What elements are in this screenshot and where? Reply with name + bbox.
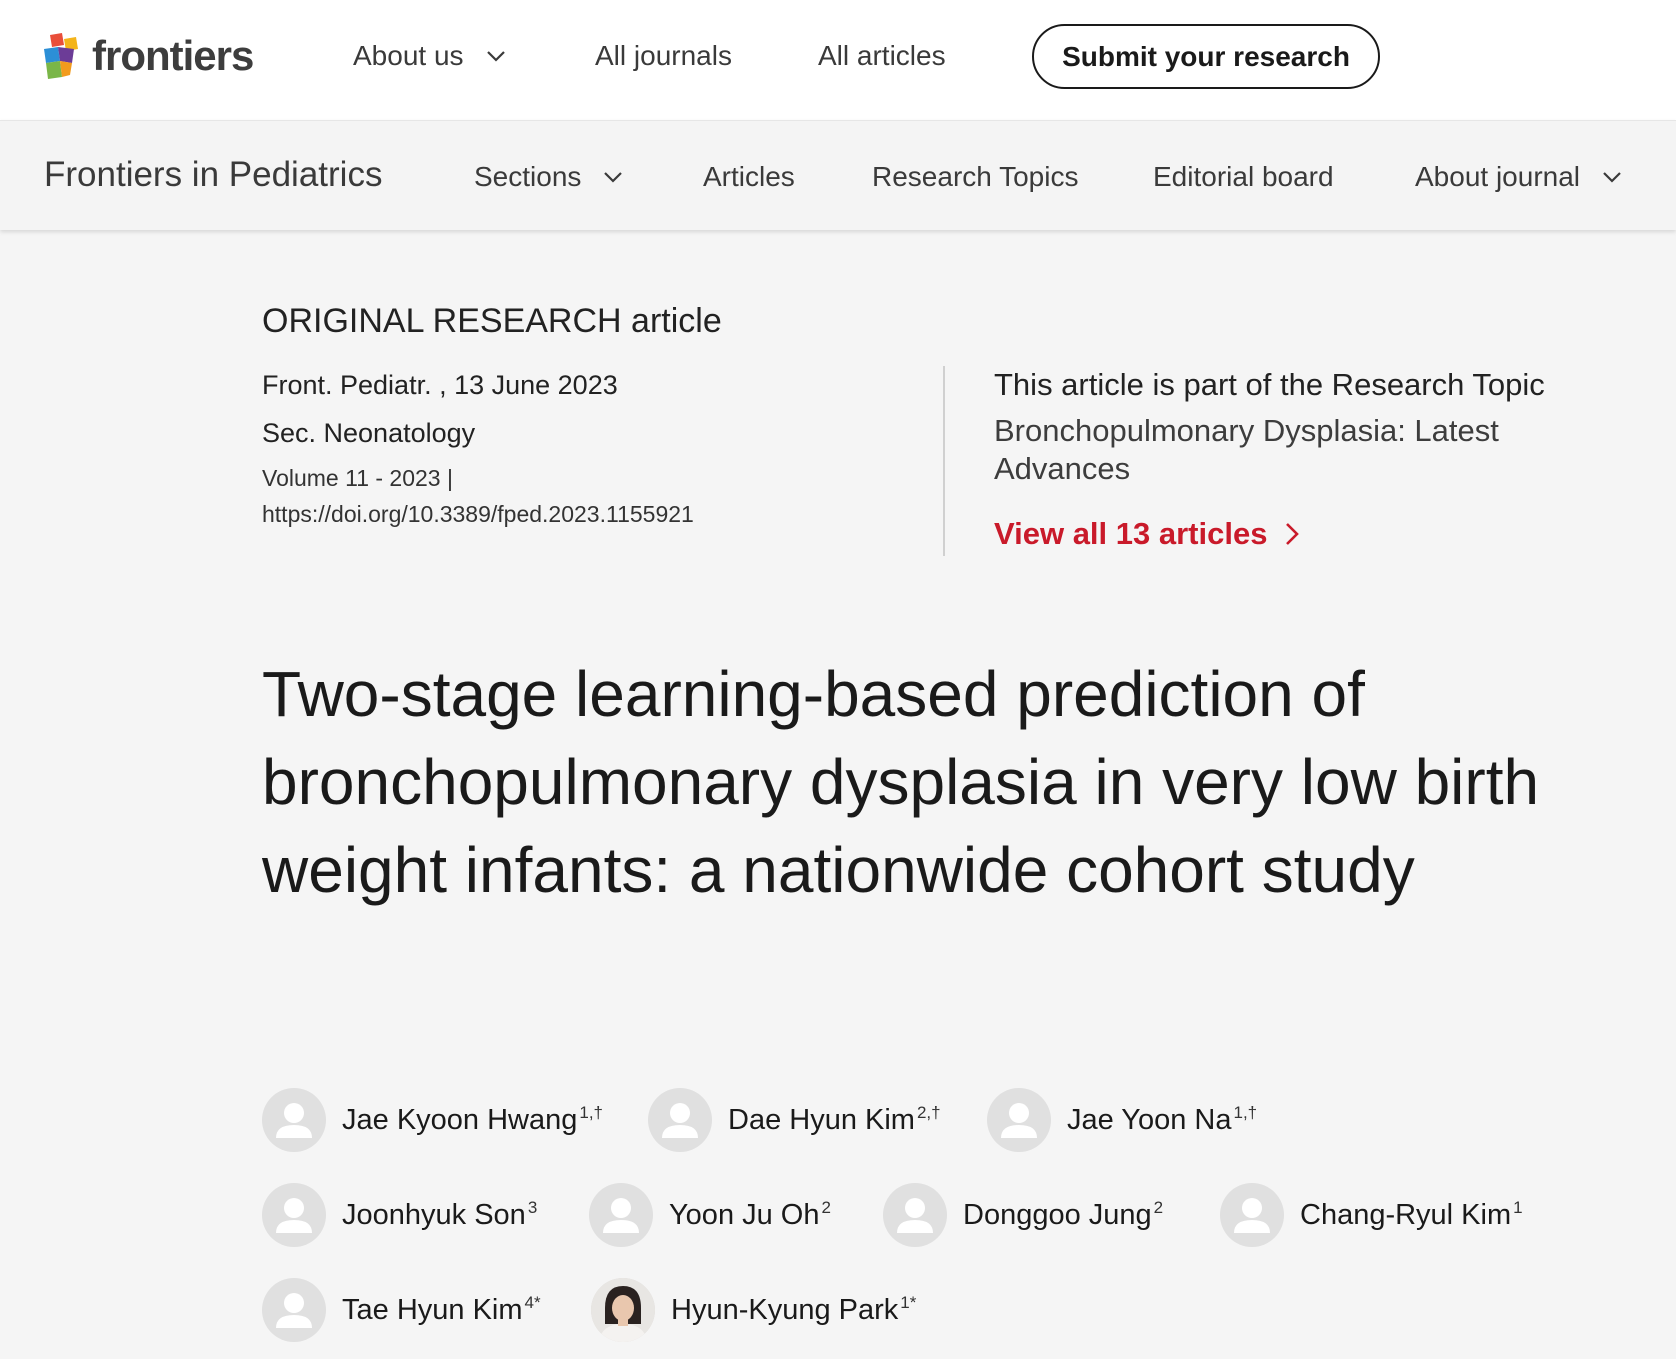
submit-research-button[interactable]: Submit your research <box>1032 24 1380 89</box>
avatar-placeholder-icon <box>262 1088 326 1152</box>
logo-text: frontiers <box>92 32 254 79</box>
author-name-text: Tae Hyun Kim <box>342 1294 523 1326</box>
author-item[interactable]: Jae Kyoon Hwang 1,† <box>262 1088 603 1152</box>
nav-about-us[interactable]: About us <box>353 38 506 74</box>
research-topic-label: This article is part of the Research Top… <box>994 367 1545 402</box>
journal-nav-research-topics-label: Research Topics <box>872 161 1079 192</box>
author-name-text: Jae Kyoon Hwang <box>342 1104 578 1136</box>
author-item[interactable]: Hyun-Kyung Park 1* <box>591 1278 916 1342</box>
author-name: Dae Hyun Kim 2,† <box>728 1102 941 1138</box>
view-all-articles-link[interactable]: View all 13 articles <box>994 514 1300 554</box>
avatar-placeholder-icon <box>883 1183 947 1247</box>
author-name-text: Yoon Ju Oh <box>669 1199 820 1231</box>
journal-nav-articles[interactable]: Articles <box>703 159 795 195</box>
author-name-text: Hyun-Kyung Park <box>671 1294 899 1326</box>
author-item[interactable]: Jae Yoon Na 1,† <box>987 1088 1257 1152</box>
volume-info: Volume 11 - 2023 | <box>262 465 453 491</box>
chevron-down-icon <box>604 172 623 183</box>
author-affiliation: 1 <box>1513 1198 1523 1218</box>
author-name: Hyun-Kyung Park 1* <box>671 1292 916 1328</box>
author-photo-avatar <box>591 1278 655 1342</box>
article-section[interactable]: Sec. Neonatology <box>262 418 476 448</box>
doi-link[interactable]: https://doi.org/10.3389/fped.2023.115592… <box>262 501 694 527</box>
author-affiliation: 1,† <box>579 1103 604 1123</box>
avatar-placeholder-icon <box>1220 1183 1284 1247</box>
journal-nav-about-journal-label: About journal <box>1415 161 1581 192</box>
author-affiliation: 1,† <box>1233 1103 1258 1123</box>
author-name: Joonhyuk Son 3 <box>342 1197 537 1233</box>
journal-nav-research-topics[interactable]: Research Topics <box>872 159 1078 195</box>
journal-nav-editorial-board-label: Editorial board <box>1153 161 1334 192</box>
author-affiliation: 1* <box>900 1293 917 1313</box>
article-title: Two-stage learning-based prediction of b… <box>262 658 1540 906</box>
avatar-placeholder-icon <box>262 1278 326 1342</box>
journal-nav-sections-label: Sections <box>474 161 582 192</box>
journal-nav-sections[interactable]: Sections <box>474 159 623 195</box>
author-affiliation: 4* <box>524 1293 541 1313</box>
author-item[interactable]: Chang-Ryul Kim 1 <box>1220 1183 1523 1247</box>
frontiers-logo[interactable]: frontiers <box>44 32 254 80</box>
nav-all-articles[interactable]: All articles <box>818 38 946 74</box>
avatar-placeholder-icon <box>589 1183 653 1247</box>
author-name: Donggoo Jung 2 <box>963 1197 1163 1233</box>
journal-date: Front. Pediatr. , 13 June 2023 <box>262 370 618 400</box>
author-name-text: Donggoo Jung <box>963 1199 1152 1231</box>
author-name: Chang-Ryul Kim 1 <box>1300 1197 1523 1233</box>
journal-nav-bar: Frontiers in Pediatrics Sections Article… <box>0 120 1676 230</box>
avatar-placeholder-icon <box>987 1088 1051 1152</box>
author-name-text: Joonhyuk Son <box>342 1199 526 1231</box>
author-affiliation: 3 <box>527 1198 538 1218</box>
nav-about-us-label: About us <box>353 40 464 71</box>
frontiers-logo-icon <box>44 33 78 79</box>
view-all-articles-label: View all 13 articles <box>994 516 1268 551</box>
article-type: ORIGINAL RESEARCH article <box>262 302 722 340</box>
author-item[interactable]: Donggoo Jung 2 <box>883 1183 1163 1247</box>
author-name-text: Jae Yoon Na <box>1067 1104 1232 1136</box>
journal-nav-articles-label: Articles <box>703 161 795 192</box>
author-name: Jae Yoon Na 1,† <box>1067 1102 1257 1138</box>
author-name: Tae Hyun Kim 4* <box>342 1292 541 1328</box>
author-name-text: Dae Hyun Kim <box>728 1104 915 1136</box>
author-affiliation: 2 <box>821 1198 831 1218</box>
journal-title[interactable]: Frontiers in Pediatrics <box>44 155 383 194</box>
author-name: Yoon Ju Oh 2 <box>669 1197 831 1233</box>
author-item[interactable]: Tae Hyun Kim 4* <box>262 1278 541 1342</box>
journal-nav-editorial-board[interactable]: Editorial board <box>1153 159 1334 195</box>
research-topic-title[interactable]: Bronchopulmonary Dysplasia: Latest Advan… <box>994 413 1499 486</box>
nav-all-journals-label: All journals <box>595 40 732 71</box>
divider <box>943 366 945 556</box>
nav-all-articles-label: All articles <box>818 40 946 71</box>
author-affiliation: 2,† <box>916 1103 941 1123</box>
chevron-right-icon <box>1286 523 1300 545</box>
chevron-down-icon <box>486 51 505 62</box>
author-name-text: Chang-Ryul Kim <box>1300 1199 1512 1231</box>
nav-all-journals[interactable]: All journals <box>595 38 732 74</box>
author-item[interactable]: Joonhyuk Son 3 <box>262 1183 537 1247</box>
avatar-placeholder-icon <box>262 1183 326 1247</box>
avatar-placeholder-icon <box>648 1088 712 1152</box>
journal-nav-about-journal[interactable]: About journal <box>1415 159 1622 195</box>
author-item[interactable]: Dae Hyun Kim 2,† <box>648 1088 941 1152</box>
author-affiliation: 2 <box>1153 1198 1164 1218</box>
site-header: frontiers About us All journals All arti… <box>0 0 1676 120</box>
chevron-down-icon <box>1603 172 1621 183</box>
author-name: Jae Kyoon Hwang 1,† <box>342 1102 603 1138</box>
author-item[interactable]: Yoon Ju Oh 2 <box>589 1183 831 1247</box>
